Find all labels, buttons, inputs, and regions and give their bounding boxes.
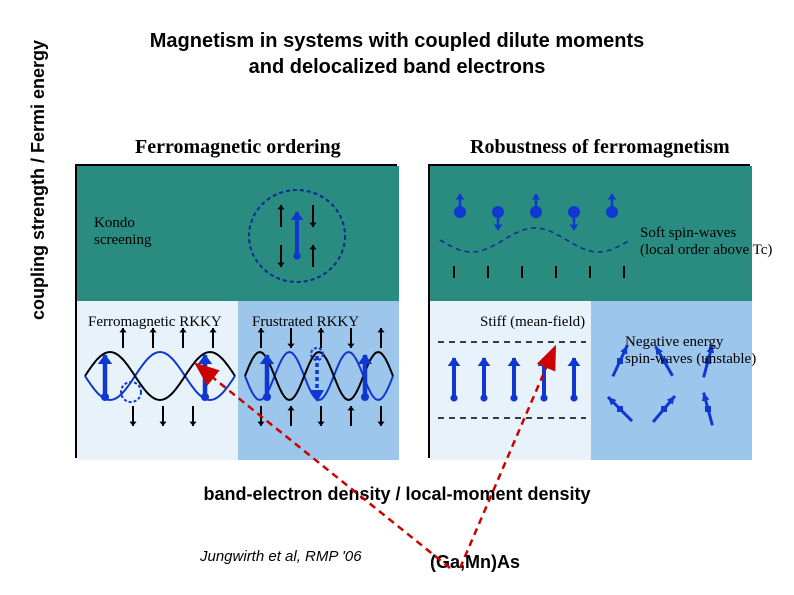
label-soft-spinwaves: Soft spin-waves(local order above Tc)	[640, 225, 772, 258]
label-negative-energy: Negative energyspin-waves (unstable)	[625, 334, 756, 367]
label-stiff: Stiff (mean-field)	[480, 314, 585, 331]
panel-left-title: Ferromagnetic ordering	[135, 136, 341, 159]
title-line1: Magnetism in systems with coupled dilute…	[150, 30, 645, 52]
title-line2: and delocalized band electrons	[249, 56, 546, 78]
panel-right	[428, 164, 750, 458]
panel-left	[75, 164, 397, 458]
y-axis-label: coupling strength / Fermi energy	[28, 40, 49, 320]
material-label: (Ga,Mn)As	[430, 552, 520, 573]
x-axis-label: band-electron density / local-moment den…	[0, 484, 794, 505]
citation: Jungwirth et al, RMP '06	[200, 548, 362, 565]
page-title: Magnetism in systems with coupled dilute…	[0, 28, 794, 80]
region-negative-energy	[591, 301, 752, 460]
label-ferro-rkky: Ferromagnetic RKKY	[88, 314, 222, 331]
panel-right-title: Robustness of ferromagnetism	[470, 136, 730, 159]
label-kondo: Kondoscreening	[94, 215, 151, 248]
label-frustrated-rkky: Frustrated RKKY	[252, 314, 359, 331]
